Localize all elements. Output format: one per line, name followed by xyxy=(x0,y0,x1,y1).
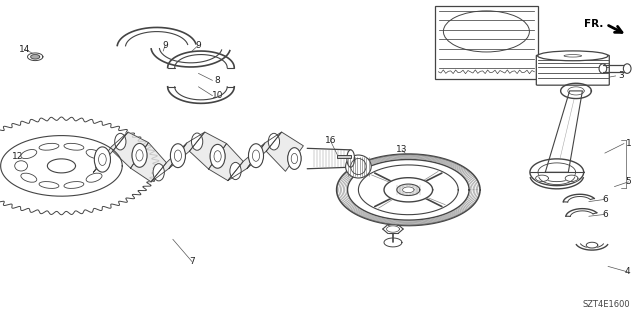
Polygon shape xyxy=(1,136,122,196)
Ellipse shape xyxy=(268,133,280,150)
Ellipse shape xyxy=(86,173,102,182)
Polygon shape xyxy=(0,117,159,215)
Ellipse shape xyxy=(115,133,126,150)
Ellipse shape xyxy=(39,143,59,150)
Ellipse shape xyxy=(288,149,301,168)
Polygon shape xyxy=(131,143,166,182)
Text: 9: 9 xyxy=(196,41,201,50)
Polygon shape xyxy=(28,53,43,61)
Ellipse shape xyxy=(211,145,225,167)
FancyBboxPatch shape xyxy=(536,55,609,85)
Text: 10: 10 xyxy=(212,91,223,100)
Ellipse shape xyxy=(95,161,108,171)
Text: 8: 8 xyxy=(215,76,220,85)
Text: 11: 11 xyxy=(360,158,372,167)
Ellipse shape xyxy=(623,64,631,73)
Polygon shape xyxy=(358,165,458,215)
Polygon shape xyxy=(47,159,76,173)
Ellipse shape xyxy=(64,143,84,150)
Polygon shape xyxy=(169,132,205,168)
Text: 6: 6 xyxy=(602,195,607,204)
Ellipse shape xyxy=(132,144,147,167)
Ellipse shape xyxy=(21,173,36,182)
Ellipse shape xyxy=(346,155,371,178)
Ellipse shape xyxy=(249,145,263,167)
Text: SZT4E1600: SZT4E1600 xyxy=(583,300,630,309)
Text: 13: 13 xyxy=(396,145,408,154)
Text: 1: 1 xyxy=(626,139,631,148)
Polygon shape xyxy=(348,160,469,220)
Text: 4: 4 xyxy=(625,267,630,276)
Ellipse shape xyxy=(64,182,84,189)
Text: 3: 3 xyxy=(618,71,623,80)
Polygon shape xyxy=(384,178,433,202)
Ellipse shape xyxy=(248,144,264,167)
Ellipse shape xyxy=(599,64,607,73)
Ellipse shape xyxy=(210,145,225,168)
Polygon shape xyxy=(586,242,598,248)
Text: 12: 12 xyxy=(12,152,24,161)
Polygon shape xyxy=(530,159,584,186)
Ellipse shape xyxy=(132,145,147,166)
Ellipse shape xyxy=(94,147,111,172)
Polygon shape xyxy=(561,83,591,99)
Bar xyxy=(337,155,351,158)
Polygon shape xyxy=(93,132,128,172)
Ellipse shape xyxy=(191,133,203,150)
Polygon shape xyxy=(113,132,148,168)
Text: 14: 14 xyxy=(19,45,30,54)
Ellipse shape xyxy=(288,148,301,169)
Polygon shape xyxy=(266,132,303,171)
Ellipse shape xyxy=(170,144,186,167)
Ellipse shape xyxy=(171,145,185,167)
Polygon shape xyxy=(151,143,187,182)
Ellipse shape xyxy=(230,162,241,180)
Ellipse shape xyxy=(86,150,102,159)
Polygon shape xyxy=(337,154,480,226)
Text: FR.: FR. xyxy=(584,19,603,29)
Polygon shape xyxy=(384,238,402,247)
Polygon shape xyxy=(403,187,414,193)
Bar xyxy=(435,6,538,79)
Ellipse shape xyxy=(347,150,355,167)
Polygon shape xyxy=(209,144,243,181)
Text: 15: 15 xyxy=(388,211,400,220)
Text: 9: 9 xyxy=(163,41,168,50)
Polygon shape xyxy=(536,175,548,182)
Text: 6: 6 xyxy=(602,210,607,219)
Polygon shape xyxy=(545,91,582,172)
Polygon shape xyxy=(247,132,282,168)
Text: 5: 5 xyxy=(626,177,631,186)
Polygon shape xyxy=(189,132,227,169)
Ellipse shape xyxy=(15,161,28,171)
Polygon shape xyxy=(31,55,40,59)
Polygon shape xyxy=(397,184,420,196)
Polygon shape xyxy=(387,226,399,232)
Polygon shape xyxy=(565,175,578,182)
Text: 7: 7 xyxy=(189,257,195,266)
Ellipse shape xyxy=(153,164,164,181)
Ellipse shape xyxy=(21,150,36,159)
Text: 2: 2 xyxy=(454,8,460,17)
Polygon shape xyxy=(86,115,330,204)
Ellipse shape xyxy=(538,51,608,61)
Ellipse shape xyxy=(95,148,110,171)
Polygon shape xyxy=(228,143,265,181)
Ellipse shape xyxy=(39,182,59,189)
Text: 16: 16 xyxy=(324,136,336,145)
